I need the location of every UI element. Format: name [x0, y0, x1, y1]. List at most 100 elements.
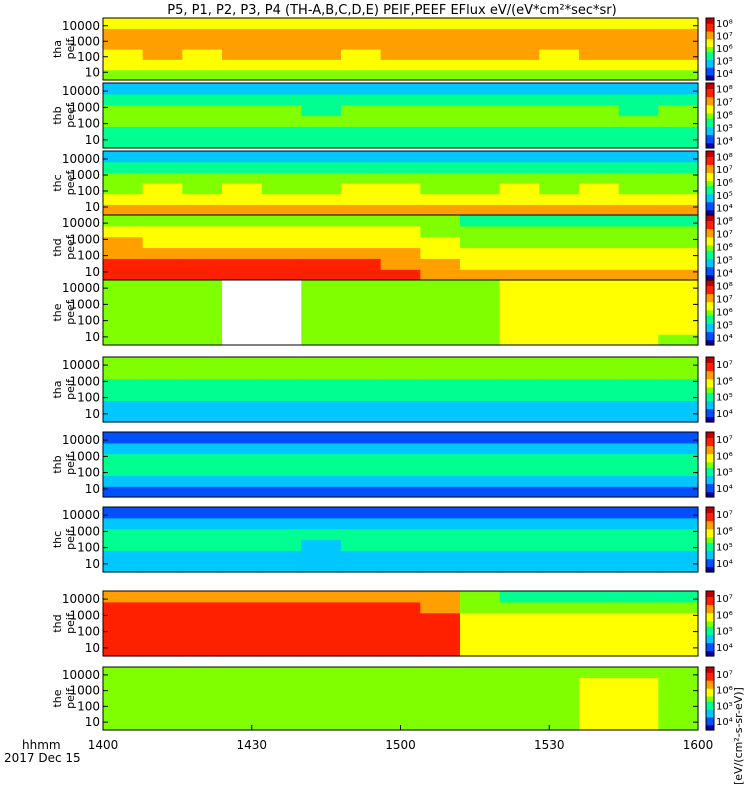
- colorbar-swatch: [706, 448, 714, 452]
- heatmap-cell: [499, 539, 540, 551]
- y-tick-label: 10000: [62, 216, 100, 230]
- heatmap-cell: [658, 151, 699, 163]
- heatmap-cell: [142, 172, 183, 184]
- heatmap-cell: [182, 475, 223, 487]
- heatmap-cell: [579, 507, 620, 519]
- colorbar-swatch: [706, 167, 714, 171]
- heatmap-cell: [499, 378, 540, 391]
- colorbar-tick-label: 10⁴: [716, 409, 733, 420]
- heatmap-cell: [182, 550, 223, 562]
- colorbar-swatch: [706, 296, 714, 300]
- heatmap-cell: [261, 378, 302, 391]
- colorbar-tick-label: 10⁵: [716, 56, 733, 67]
- colorbar-swatch: [706, 517, 714, 522]
- heatmap-cell: [301, 517, 342, 530]
- heatmap-cell: [460, 378, 501, 391]
- heatmap-cell: [658, 378, 699, 391]
- heatmap-cell: [658, 193, 699, 205]
- heatmap-cell: [103, 69, 144, 81]
- colorbar-swatch: [706, 85, 714, 90]
- heatmap-cell: [460, 312, 501, 324]
- heatmap-cell: [301, 411, 342, 423]
- colorbar-swatch: [706, 727, 714, 731]
- heatmap-cell: [142, 49, 183, 60]
- heatmap-cell: [460, 126, 501, 138]
- colorbar-tick-label: 10⁶: [716, 376, 733, 387]
- heatmap-cell: [658, 215, 699, 227]
- colorbar-swatch: [706, 478, 714, 482]
- heatmap-cell: [301, 378, 342, 391]
- colorbar-frame: [705, 666, 715, 731]
- heatmap-cell: [261, 357, 302, 369]
- heatmap-cell: [301, 667, 342, 679]
- heatmap-cell: [182, 486, 223, 498]
- heatmap-cell: [658, 280, 699, 292]
- heatmap-cell: [182, 126, 223, 138]
- heatmap-cell: [341, 104, 382, 117]
- heatmap-cell: [618, 49, 659, 60]
- colorbar-swatch: [706, 434, 714, 439]
- heatmap-cell: [499, 183, 540, 195]
- heatmap-cell: [222, 561, 263, 573]
- heatmap-cell: [579, 59, 620, 71]
- colorbar-swatch: [706, 650, 714, 654]
- heatmap-cell: [380, 312, 421, 324]
- colorbar-tick-label: 10⁵: [716, 627, 733, 638]
- heatmap-cell: [103, 688, 144, 700]
- heatmap-cell: [380, 442, 421, 455]
- heatmap-cell: [499, 323, 540, 335]
- colorbar-swatch: [706, 690, 714, 694]
- colorbar-tick-label: 10⁶: [716, 686, 733, 697]
- colorbar-swatch: [706, 432, 714, 436]
- y-tick-label: 10000: [62, 592, 100, 606]
- heatmap-cell: [420, 38, 461, 50]
- heatmap-cell: [539, 137, 580, 149]
- colorbar-tick-label: 10⁶: [716, 308, 733, 319]
- heatmap-cell: [261, 204, 302, 216]
- heatmap-cell: [658, 204, 699, 216]
- colorbar-swatch: [706, 320, 714, 324]
- colorbar-swatch: [706, 437, 714, 441]
- heatmap-cell: [222, 623, 263, 635]
- heatmap-cell: [499, 193, 540, 205]
- heatmap-cell: [261, 507, 302, 519]
- heatmap-cell: [618, 215, 659, 227]
- heatmap-cell: [142, 475, 183, 487]
- heatmap-cell: [341, 634, 382, 646]
- heatmap-cell: [460, 104, 501, 117]
- heatmap-cell: [460, 677, 501, 689]
- colorbar-tick-label: 10⁴: [716, 643, 733, 654]
- heatmap-cell: [142, 161, 183, 173]
- colorbar-swatch: [706, 703, 714, 707]
- heatmap-cell: [301, 475, 342, 487]
- heatmap-cell: [380, 411, 421, 423]
- colorbar-swatch: [706, 419, 714, 423]
- heatmap-cell: [579, 193, 620, 205]
- heatmap-cell: [182, 667, 223, 679]
- heatmap-cell: [420, 258, 461, 270]
- colorbar-swatch: [706, 531, 714, 535]
- heatmap-cell: [420, 172, 461, 184]
- heatmap-cell: [103, 411, 144, 423]
- y-tick-label: 1000: [69, 684, 100, 698]
- colorbar-swatch: [706, 67, 714, 71]
- y-tick-label: 1000: [69, 34, 100, 48]
- colorbar-tick-label: 10⁶: [716, 526, 733, 537]
- heatmap-cell: [103, 126, 144, 138]
- heatmap-cell: [103, 539, 144, 551]
- heatmap-cell: [618, 464, 659, 476]
- colorbar-swatch: [706, 126, 714, 130]
- colorbar-swatch: [706, 315, 714, 319]
- heatmap-cell: [380, 215, 421, 227]
- colorbar-swatch: [706, 714, 714, 718]
- colorbar-swatch: [706, 709, 714, 713]
- heatmap-cell: [499, 18, 540, 29]
- colorbar-tick-label: 10⁴: [716, 137, 733, 148]
- heatmap-cell: [579, 204, 620, 216]
- colorbar-swatch: [706, 512, 714, 516]
- data-gap-cell: [222, 290, 263, 303]
- y-tick-label: 100: [77, 117, 100, 131]
- colorbar-swatch: [706, 394, 714, 399]
- colorbar-swatch: [706, 601, 714, 606]
- heatmap-cell: [658, 93, 699, 106]
